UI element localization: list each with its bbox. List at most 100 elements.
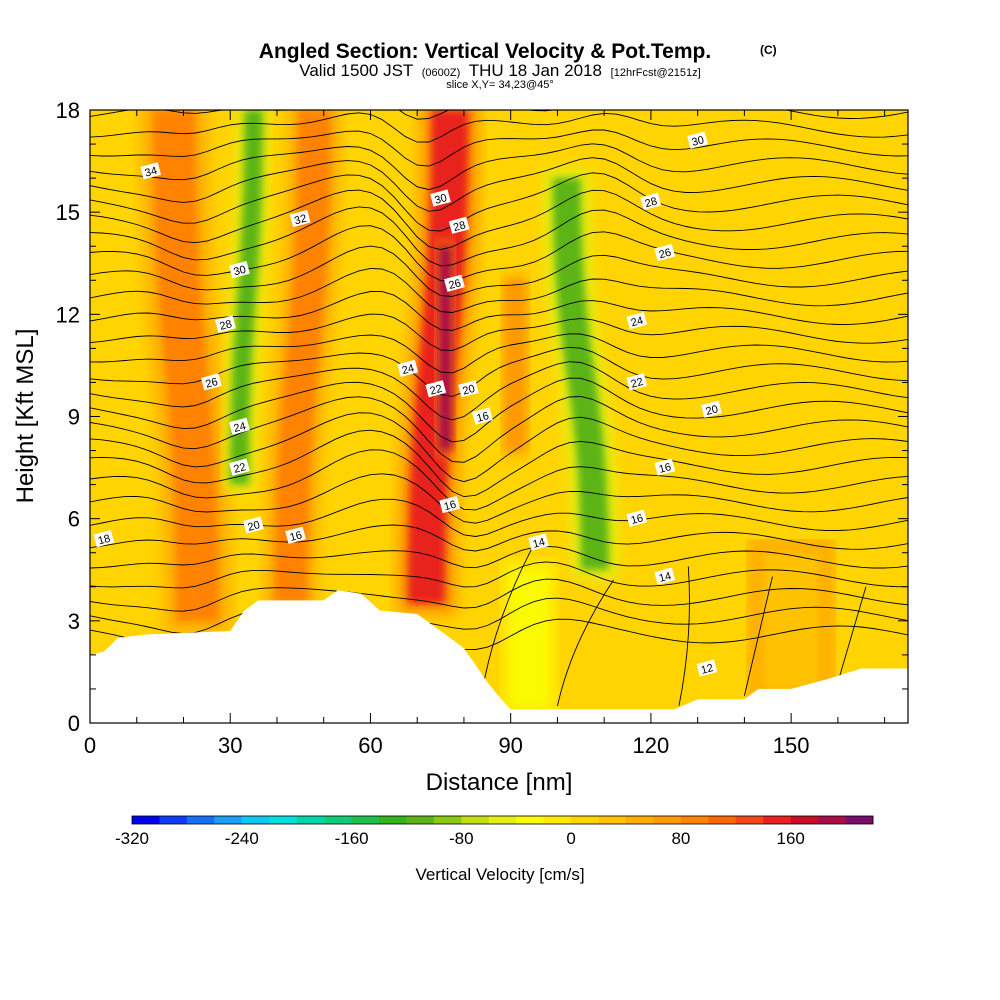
contour-label-text: 16 (288, 529, 303, 544)
contour-label-text: 18 (97, 533, 112, 548)
contour-label-text: 14 (531, 536, 546, 551)
velocity-feature (230, 110, 263, 485)
contour-label-text: 30 (232, 264, 247, 279)
colorbar-tick-label: 80 (671, 829, 690, 848)
contour-label: 16 (285, 526, 306, 544)
contour-label-box (93, 530, 115, 548)
contour-label-box (229, 417, 250, 435)
velocity-feature (763, 552, 820, 689)
contour-label-text: 24 (401, 362, 416, 377)
theta-contour-line (90, 578, 908, 612)
contour-label-text: 28 (218, 318, 233, 333)
contour-label: 18 (93, 530, 115, 548)
y-tick-label: 18 (56, 98, 80, 123)
contour-label: 34 (140, 162, 162, 180)
colorbar-swatch (708, 816, 737, 824)
colorbar-swatch (653, 816, 682, 824)
contour-label-box (687, 131, 708, 149)
contour-label-text: 24 (630, 315, 645, 330)
contour-label-box (243, 516, 264, 534)
colorbar-swatch (186, 816, 215, 824)
theta-contour-line (90, 245, 908, 297)
contour-label-box (430, 189, 451, 207)
colorbar: -320 -240 -160 -80 0 80 160 (115, 815, 874, 848)
contour-label: 26 (654, 243, 676, 262)
contour-label-box (626, 312, 648, 330)
theta-contour-line (90, 377, 908, 443)
x-tick-label: 60 (358, 733, 382, 758)
contour-label-text: 34 (144, 165, 159, 180)
y-tick-label: 6 (68, 507, 80, 532)
contour-label: 12 (696, 659, 718, 677)
contour-label: 16 (472, 407, 493, 425)
contour-label-box (654, 243, 676, 262)
contour-label-box (444, 274, 465, 292)
theta-contour-line (90, 473, 908, 524)
theta-contour-line (90, 143, 908, 191)
x-tick-label: 150 (773, 733, 810, 758)
contour-label-box (289, 209, 311, 228)
contour-label: 20 (243, 516, 264, 534)
valid-z: (0600Z) (422, 67, 461, 79)
valid-line: Valid 1500 JST (0600Z) THU 18 Jan 2018 [… (299, 61, 700, 80)
theta-contour-line (90, 291, 908, 331)
theta-contour-line (90, 396, 908, 463)
colorbar-swatch (818, 816, 846, 824)
colorbar-swatch (598, 816, 627, 824)
colorbar-swatch (516, 816, 544, 824)
y-axis-ticks: 0 3 6 9 12 15 18 (56, 98, 908, 736)
contour-label: 30 (687, 131, 708, 149)
colorbar-swatch (433, 816, 462, 824)
colorbar-tick-label: -80 (449, 829, 474, 848)
velocity-feature (552, 178, 609, 570)
colorbar-swatch (571, 816, 599, 824)
colorbar-swatch (461, 816, 490, 824)
theta-contour-line (90, 498, 908, 537)
contour-label: 32 (289, 209, 311, 228)
colorbar-tick-label: 0 (566, 829, 575, 848)
contour-label-text: 30 (690, 134, 705, 149)
contour-label-box (458, 380, 479, 398)
theta-contour-line (90, 524, 908, 552)
contour-label-box (528, 533, 549, 551)
contour-label-text: 16 (630, 512, 645, 527)
theta-contour-line (90, 597, 908, 635)
y-tick-label: 15 (56, 200, 80, 225)
theta-contour-line (90, 429, 908, 498)
colorbar-swatch (132, 816, 160, 824)
contour-label: 28 (448, 216, 470, 234)
theta-contour-line (678, 566, 690, 707)
theta-contour-line (90, 157, 908, 212)
contour-label: 24 (229, 417, 250, 435)
valid-date: THU 18 Jan 2018 (469, 61, 602, 80)
contour-label-box (626, 509, 648, 527)
contour-label: 22 (425, 380, 447, 398)
colorbar-tick-label: 160 (777, 829, 805, 848)
x-tick-label: 0 (84, 733, 96, 758)
colorbar-frame (131, 815, 874, 825)
contour-label-box (140, 162, 162, 180)
contour-label: 20 (701, 400, 722, 418)
contour-label-text: 26 (658, 247, 673, 262)
colorbar-swatch (214, 816, 243, 824)
y-tick-label: 12 (56, 302, 80, 327)
x-tick-label: 90 (498, 733, 522, 758)
theta-contour-line (90, 172, 908, 232)
theta-contour-line (482, 535, 540, 690)
contour-label-text: 24 (232, 420, 247, 435)
colorbar-tick-label: -240 (225, 829, 259, 848)
terrain (90, 590, 908, 723)
contour-label-text: 32 (293, 213, 308, 228)
theta-contour-line (90, 267, 908, 313)
velocity-feature (506, 280, 525, 451)
colorbar-swatch (159, 816, 188, 824)
contour-label-box (229, 458, 250, 476)
contour-label: 30 (430, 189, 451, 207)
valid-prefix: Valid 1500 JST (299, 61, 413, 80)
colorbar-swatch (296, 816, 325, 824)
contour-label: 24 (626, 312, 648, 330)
theta-contour-line (556, 579, 614, 707)
contour-label-box (425, 380, 447, 398)
contour-label-text: 16 (443, 499, 458, 514)
